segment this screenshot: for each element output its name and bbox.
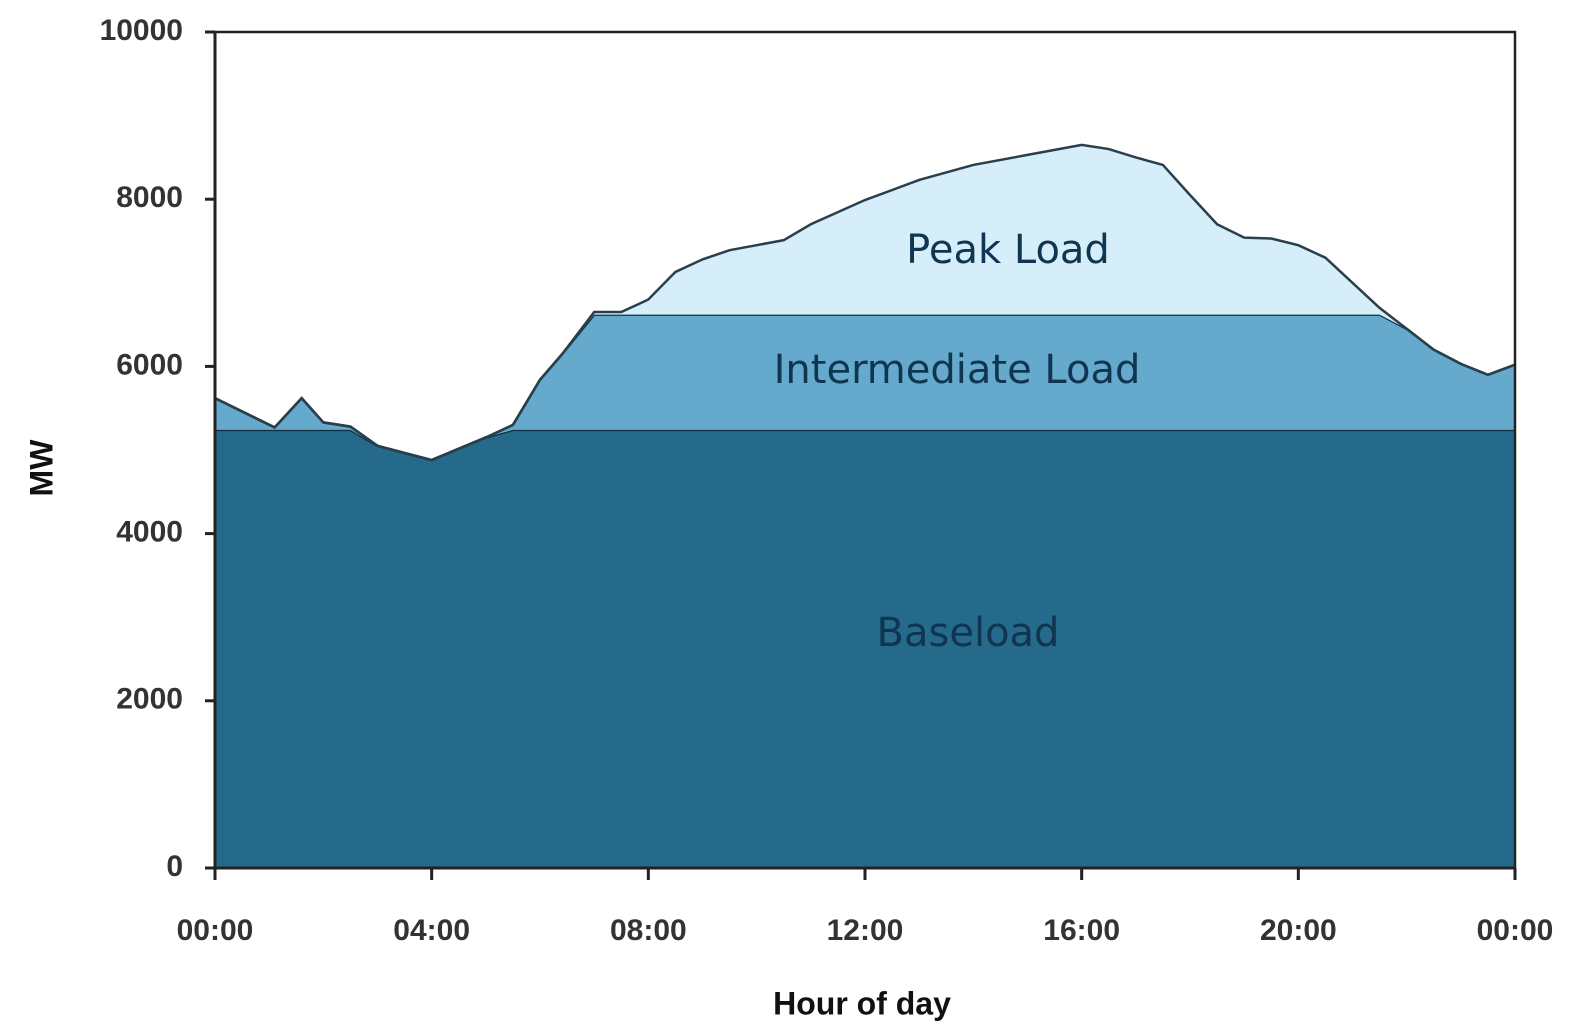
- x-tick-label: 08:00: [610, 914, 687, 947]
- x-tick-label: 20:00: [1260, 914, 1337, 947]
- y-tick-label: 10000: [100, 14, 183, 47]
- x-tick-label: 12:00: [827, 914, 904, 947]
- x-tick-label: 04:00: [393, 914, 470, 947]
- area-label: Baseload: [877, 610, 1060, 656]
- plot-frame: [215, 30, 1517, 868]
- x-tick-label: 16:00: [1043, 914, 1120, 947]
- x-tick-label: 00:00: [177, 914, 254, 947]
- y-axis-title: MW: [23, 439, 59, 497]
- area: [215, 144, 1515, 461]
- x-tick-label: 00:00: [1477, 914, 1554, 947]
- area: [215, 429, 1515, 868]
- y-tick-label: 0: [166, 850, 183, 883]
- y-tick-label: 2000: [116, 683, 183, 716]
- y-tick-label: 4000: [116, 516, 183, 549]
- area-label: Intermediate Load: [774, 347, 1141, 393]
- area-label: Peak Load: [906, 227, 1110, 273]
- area-edge: [214, 143, 1516, 462]
- y-tick-label: 6000: [116, 348, 183, 381]
- area: [215, 314, 1515, 461]
- x-axis-title: Hour of day: [773, 985, 951, 1021]
- y-tick-label: 8000: [116, 181, 183, 214]
